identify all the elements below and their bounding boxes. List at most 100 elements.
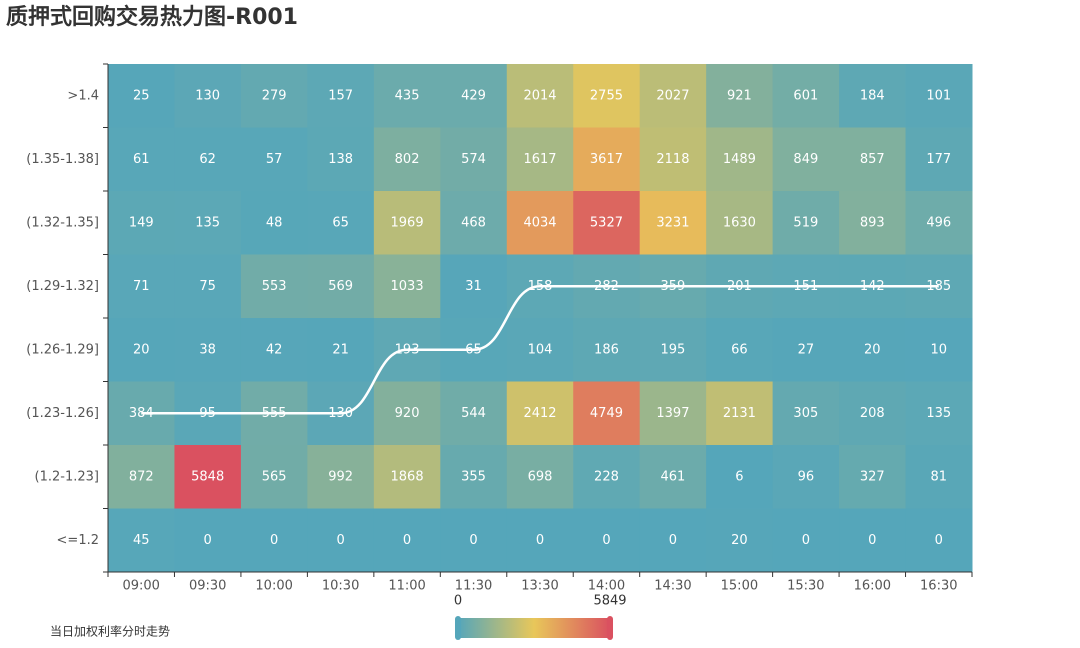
heat-cell	[839, 381, 907, 446]
heat-cell	[772, 508, 840, 573]
cell-label: 62	[199, 152, 216, 167]
heat-cell	[573, 445, 641, 509]
heat-cell	[905, 381, 973, 446]
heat-cell	[108, 127, 175, 192]
heat-cell	[307, 191, 375, 255]
heat-cell	[373, 381, 441, 446]
heat-cell	[506, 445, 574, 509]
heat-cell	[307, 318, 375, 382]
heat-cell	[440, 127, 508, 192]
cell-label: 184	[860, 88, 885, 103]
cell-label: 327	[860, 469, 885, 484]
x-tick-label: 14:00	[588, 579, 625, 594]
cell-label: 698	[528, 469, 553, 484]
heat-cell	[108, 318, 175, 382]
heat-cell	[506, 508, 574, 573]
heat-cell	[639, 381, 707, 446]
cell-label: 6	[735, 469, 743, 484]
heat-cell	[905, 318, 973, 382]
x-tick-label: 11:30	[455, 579, 492, 594]
heat-cell	[440, 254, 508, 319]
cell-label: 2027	[656, 88, 689, 103]
heat-cell	[639, 127, 707, 192]
heat-cell	[706, 508, 774, 573]
cell-label: 355	[461, 469, 486, 484]
heat-cell	[307, 508, 375, 573]
x-tick-label: 15:00	[721, 579, 758, 594]
heat-cell	[373, 64, 441, 128]
cell-label: 66	[731, 342, 748, 357]
visual-map-max: 5849	[593, 594, 626, 609]
cell-label: 893	[860, 215, 885, 230]
cell-label: 65	[332, 215, 349, 230]
visual-map-handle[interactable]	[455, 616, 461, 640]
cell-label: 992	[328, 469, 353, 484]
cell-label: 0	[204, 533, 212, 548]
heat-cell	[506, 318, 574, 382]
visual-map-handle[interactable]	[607, 616, 613, 640]
heat-cell	[108, 508, 175, 573]
cell-label: 21	[332, 342, 349, 357]
cell-label: 138	[328, 152, 353, 167]
heat-cell	[573, 508, 641, 573]
heat-cell	[174, 191, 242, 255]
heat-cell	[174, 445, 242, 509]
heat-cell	[373, 254, 441, 319]
heat-cell	[706, 191, 774, 255]
cell-label: 135	[926, 406, 951, 421]
cell-label: 45	[133, 533, 150, 548]
cell-label: 519	[793, 215, 818, 230]
x-tick-label: 10:00	[255, 579, 292, 594]
heat-cell	[240, 254, 308, 319]
heat-cell	[440, 381, 508, 446]
cell-label: 48	[266, 215, 283, 230]
cell-label: 544	[461, 406, 486, 421]
cell-label: 0	[270, 533, 278, 548]
cell-label: 208	[860, 406, 885, 421]
cell-label: 435	[395, 88, 420, 103]
x-tick-label: 09:00	[122, 579, 159, 594]
cell-label: 305	[793, 406, 818, 421]
y-tick-label: >1.4	[67, 88, 99, 103]
cell-label: 857	[860, 152, 885, 167]
heat-cell	[174, 127, 242, 192]
heat-cell	[506, 191, 574, 255]
x-tick-label: 15:30	[787, 579, 824, 594]
cell-label: 57	[266, 152, 283, 167]
cell-label: 461	[661, 469, 686, 484]
cell-label: 2131	[723, 406, 756, 421]
cell-label: 81	[930, 469, 947, 484]
cell-label: 802	[395, 152, 420, 167]
cell-label: 4749	[590, 406, 623, 421]
cell-label: 279	[262, 88, 287, 103]
heat-cell	[174, 508, 242, 573]
heat-cell	[373, 127, 441, 192]
x-tick-label: 11:00	[388, 579, 425, 594]
heat-cell	[905, 127, 973, 192]
heat-cell	[639, 191, 707, 255]
cell-label: 1033	[391, 279, 424, 294]
heat-cell	[573, 381, 641, 446]
cell-label: 27	[798, 342, 815, 357]
heat-cell	[174, 64, 242, 128]
heat-cell	[108, 445, 175, 509]
heat-cell	[373, 191, 441, 255]
heat-cell	[240, 508, 308, 573]
x-tick-label: 16:00	[854, 579, 891, 594]
cell-label: 149	[129, 215, 154, 230]
heat-cell	[307, 64, 375, 128]
heat-cell	[373, 445, 441, 509]
heat-cell	[240, 318, 308, 382]
cell-label: 0	[802, 533, 810, 548]
heat-cell	[307, 127, 375, 192]
heat-cell	[573, 64, 641, 128]
heat-cell	[108, 191, 175, 255]
cell-label: 3231	[656, 215, 689, 230]
cell-label: 2755	[590, 88, 623, 103]
y-tick-label: (1.35-1.38]	[26, 152, 99, 167]
cell-label: 429	[461, 88, 486, 103]
heat-cell	[839, 191, 907, 255]
heat-cell	[639, 318, 707, 382]
cell-label: 10	[930, 342, 947, 357]
